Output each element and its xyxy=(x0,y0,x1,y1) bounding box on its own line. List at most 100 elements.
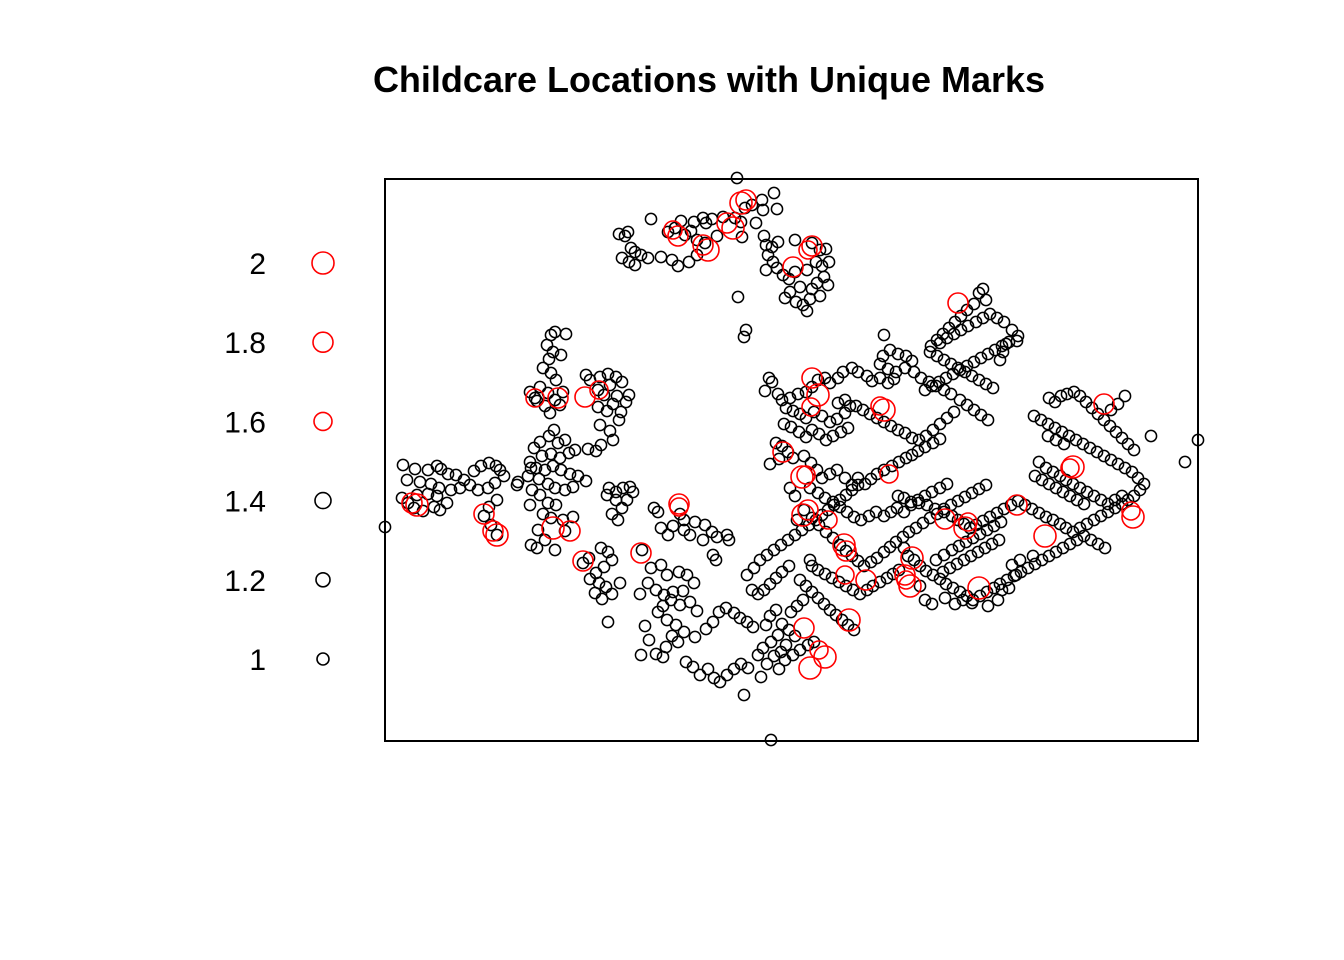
data-point xyxy=(783,481,797,495)
data-point xyxy=(1087,489,1101,503)
data-point xyxy=(937,548,951,562)
data-point xyxy=(1076,437,1090,451)
data-point xyxy=(763,609,777,623)
legend-label: 1.2 xyxy=(224,565,266,598)
data-point xyxy=(815,409,829,423)
data-point xyxy=(763,577,777,591)
data-point xyxy=(1048,421,1062,435)
data-point xyxy=(1125,465,1139,479)
data-point xyxy=(677,523,691,537)
data-point xyxy=(978,541,992,555)
data-point xyxy=(944,387,958,401)
data-point xyxy=(668,221,682,235)
data-point-highlight xyxy=(835,540,857,562)
data-point xyxy=(948,315,962,329)
data-point-highlight xyxy=(716,212,738,234)
data-point xyxy=(615,375,629,389)
data-point-highlight xyxy=(630,542,652,564)
data-point xyxy=(659,640,673,654)
data-point-highlight xyxy=(801,235,823,257)
data-point xyxy=(611,513,625,527)
data-point xyxy=(680,568,694,582)
data-point xyxy=(958,365,972,379)
data-point xyxy=(1073,481,1087,495)
data-point xyxy=(603,378,617,392)
data-point xyxy=(665,253,679,267)
data-point xyxy=(606,433,620,447)
data-point-highlight xyxy=(772,441,794,463)
data-point xyxy=(887,372,901,386)
data-point xyxy=(749,216,763,230)
data-point xyxy=(997,315,1011,329)
data-point xyxy=(959,535,973,549)
data-point xyxy=(571,469,585,483)
data-point xyxy=(535,449,549,463)
data-point xyxy=(930,333,944,347)
data-point-highlight xyxy=(667,225,689,247)
data-point xyxy=(581,442,595,456)
data-point xyxy=(1028,557,1042,571)
data-point xyxy=(937,353,951,367)
data-point xyxy=(805,236,819,250)
data-point-highlight xyxy=(1093,393,1115,415)
data-point-highlight xyxy=(797,499,819,521)
data-point xyxy=(1101,505,1115,519)
data-point xyxy=(1054,389,1068,403)
data-point xyxy=(597,388,611,402)
data-point xyxy=(769,571,783,585)
data-point xyxy=(790,513,804,527)
data-point xyxy=(779,401,793,415)
data-point xyxy=(823,467,837,481)
legend-symbol xyxy=(311,251,335,275)
data-point xyxy=(793,573,807,587)
data-point xyxy=(767,649,781,663)
data-point xyxy=(782,559,796,573)
data-point xyxy=(967,355,981,369)
data-point xyxy=(1049,433,1063,447)
data-point xyxy=(1103,419,1117,433)
data-point xyxy=(601,545,615,559)
data-point xyxy=(1104,453,1118,467)
data-point xyxy=(620,493,634,507)
data-point xyxy=(851,478,865,492)
data-point-highlight xyxy=(485,523,509,547)
data-point xyxy=(739,323,753,337)
data-point xyxy=(877,328,891,342)
data-point xyxy=(819,433,833,447)
data-point-highlight xyxy=(947,292,969,314)
data-point xyxy=(597,560,611,574)
data-point xyxy=(1077,497,1091,511)
data-point xyxy=(822,255,836,269)
data-point-highlight xyxy=(809,640,829,660)
data-point xyxy=(549,498,563,512)
data-point xyxy=(777,417,791,431)
data-point xyxy=(757,229,771,243)
data-point xyxy=(770,202,784,216)
data-point xyxy=(811,563,825,577)
data-point xyxy=(683,595,697,609)
data-point-highlight xyxy=(870,396,890,416)
legend-symbol xyxy=(316,652,330,666)
data-point xyxy=(579,474,593,488)
data-point xyxy=(846,583,860,597)
data-point xyxy=(563,467,577,481)
data-point xyxy=(789,295,803,309)
data-point xyxy=(433,503,447,517)
data-point xyxy=(396,458,410,472)
data-point xyxy=(912,496,926,510)
data-point xyxy=(764,635,778,649)
data-point xyxy=(737,330,751,344)
data-point xyxy=(1049,545,1063,559)
data-point xyxy=(556,385,570,399)
data-point xyxy=(772,662,786,676)
data-point xyxy=(805,423,819,437)
data-point xyxy=(987,519,1001,533)
data-point xyxy=(532,472,546,486)
data-point xyxy=(562,446,576,460)
data-point xyxy=(677,625,691,639)
data-point xyxy=(1010,334,1024,348)
data-point xyxy=(956,593,970,607)
legend-label: 1 xyxy=(249,644,266,677)
data-point xyxy=(943,561,957,575)
